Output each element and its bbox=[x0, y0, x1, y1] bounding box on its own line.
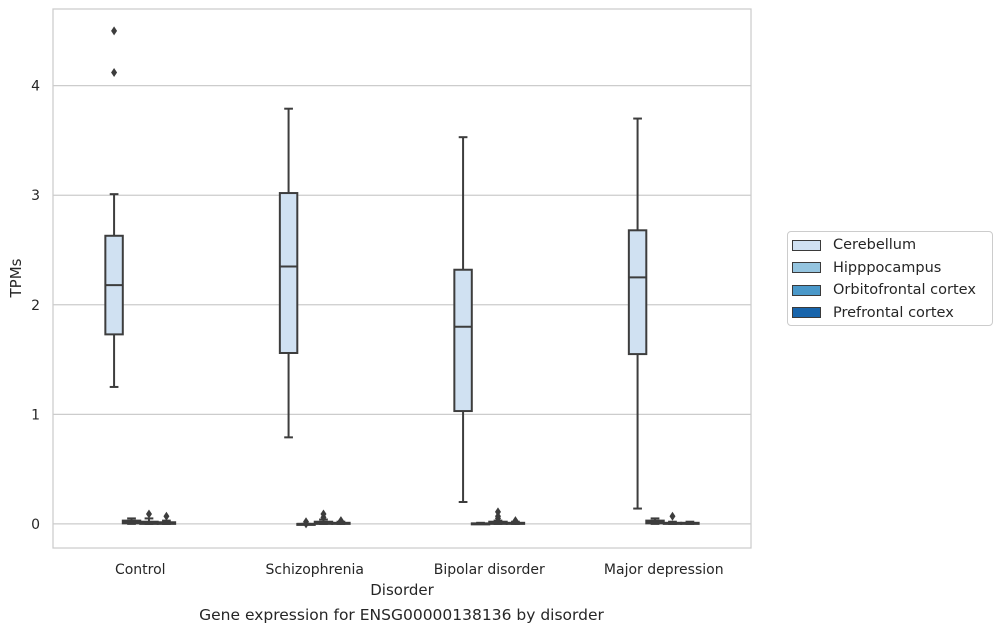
legend-item: Prefrontal cortex bbox=[792, 303, 954, 323]
series-cerebellum bbox=[104, 26, 648, 510]
outlier-point bbox=[320, 512, 327, 522]
x-axis-label: Disorder bbox=[370, 581, 434, 599]
legend-swatch bbox=[792, 307, 821, 319]
chart-caption: Gene expression for ENSG00000138136 by d… bbox=[199, 606, 604, 624]
y-axis-label: TPMs bbox=[7, 258, 25, 298]
outlier-point bbox=[303, 519, 310, 529]
x-axis-ticks: Control Schizophrenia Bipolar disorder Majo… bbox=[115, 562, 724, 578]
outlier-point bbox=[111, 26, 118, 36]
x-tick-label: Schizophrenia bbox=[266, 562, 364, 578]
box bbox=[278, 192, 299, 354]
legend: Cerebellum Hipppocampus Orbitofrontal cort… bbox=[787, 231, 993, 326]
series-orbitofrontal-cortex bbox=[139, 507, 683, 525]
box bbox=[627, 229, 648, 356]
outlier-point bbox=[494, 513, 501, 523]
box bbox=[453, 268, 473, 413]
x-tick-label: Major depression bbox=[604, 562, 724, 578]
outlier-point bbox=[337, 516, 344, 526]
legend-label: Orbitofrontal cortex bbox=[833, 282, 976, 299]
x-tick-label: Control bbox=[115, 562, 166, 578]
y-axis-ticks: 0 1 2 3 4 bbox=[31, 79, 40, 533]
y-tick-label: 4 bbox=[31, 79, 40, 95]
legend-swatch bbox=[792, 239, 821, 251]
series-hipppocampus bbox=[121, 517, 665, 529]
legend-item: Orbitofrontal cortex bbox=[792, 280, 976, 300]
legend-swatch bbox=[792, 284, 821, 296]
outlier-point bbox=[512, 516, 519, 526]
outlier-point bbox=[111, 68, 118, 78]
outlier-point bbox=[669, 511, 676, 521]
gridlines bbox=[53, 85, 751, 525]
legend-item: Hipppocampus bbox=[792, 258, 941, 278]
outlier-point bbox=[163, 511, 170, 521]
legend-swatch bbox=[792, 262, 821, 274]
legend-item: Cerebellum bbox=[792, 235, 916, 255]
plot-area-frame bbox=[52, 8, 752, 549]
y-tick-label: 0 bbox=[31, 517, 40, 533]
legend-label: Cerebellum bbox=[833, 237, 917, 253]
legend-label: Prefrontal cortex bbox=[833, 304, 954, 321]
legend-label: Hipppocampus bbox=[833, 259, 942, 276]
series-prefrontal-cortex bbox=[156, 511, 700, 526]
outlier-point bbox=[145, 509, 152, 519]
y-tick-label: 2 bbox=[31, 298, 40, 314]
x-tick-label: Bipolar disorder bbox=[434, 562, 545, 578]
y-tick-label: 3 bbox=[31, 188, 40, 204]
box-series-layer bbox=[104, 26, 700, 529]
y-tick-label: 1 bbox=[31, 407, 40, 423]
